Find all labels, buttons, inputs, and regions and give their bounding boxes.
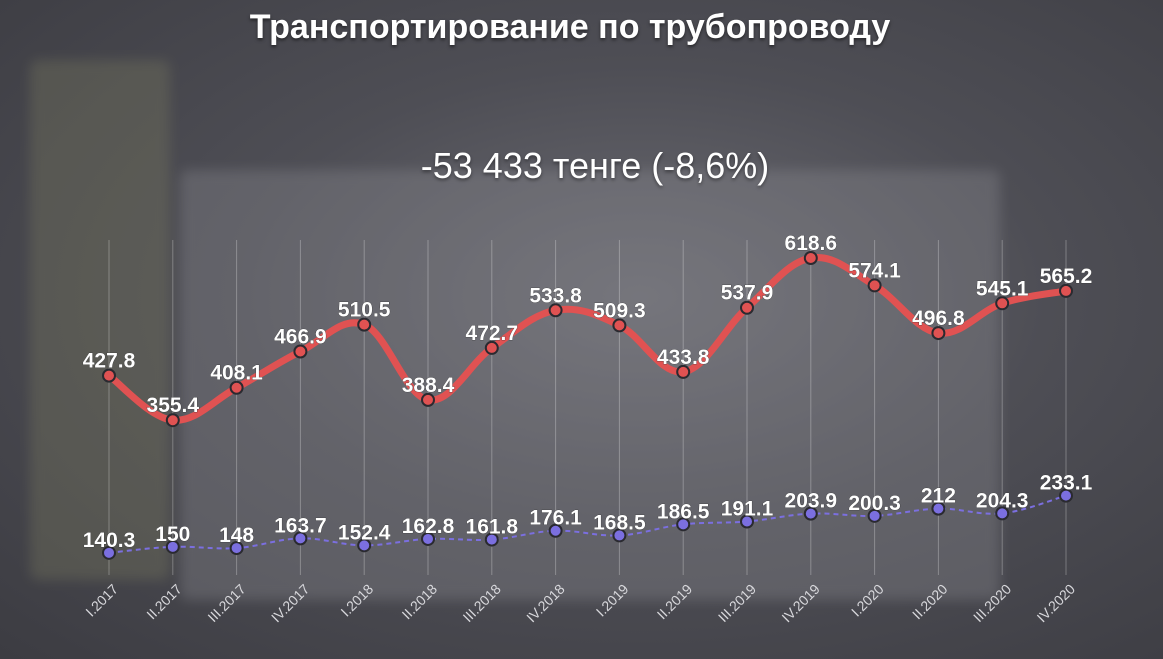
data-point-blue <box>421 531 435 546</box>
x-tick-label: I.2019 <box>593 581 632 620</box>
data-label: 162.8 <box>402 515 455 538</box>
series-line-blue <box>108 494 1067 554</box>
data-point-blue <box>612 528 627 543</box>
data-label: 545.1 <box>976 277 1029 300</box>
data-point-red <box>229 380 244 395</box>
data-point-blue <box>931 501 946 516</box>
x-tick-label: II.2020 <box>909 581 951 623</box>
data-labels: 427.8 355.4 408.1 466.9 510.5 388.4 472.7 533.8… <box>82 232 1093 552</box>
data-label: 618.6 <box>785 232 838 255</box>
data-point-blue <box>165 539 180 554</box>
x-tick-label: II.2018 <box>399 581 441 623</box>
data-label: 466.9 <box>274 326 327 349</box>
data-label: 191.1 <box>721 498 774 521</box>
data-point-red <box>931 326 946 341</box>
background-decoration <box>30 60 170 580</box>
x-axis-labels: I.2017 II.2017 III.2017 IV.2017 I.2018 II.201… <box>82 581 1078 626</box>
x-tick-label: I.2018 <box>337 581 376 620</box>
data-label: 148 <box>219 524 254 547</box>
data-label: 388.4 <box>402 374 455 397</box>
data-point-red <box>676 364 691 379</box>
data-label: 212 <box>921 485 956 508</box>
data-point-blue <box>995 506 1010 521</box>
data-point-red <box>102 368 116 383</box>
chart-subtitle: -53 433 тенге (-8,6%) <box>420 145 770 186</box>
data-label: 186.5 <box>657 500 710 523</box>
data-label: 472.7 <box>466 322 519 345</box>
data-point-red <box>357 317 372 332</box>
data-label: 510.5 <box>338 299 391 322</box>
data-point-red <box>293 344 308 359</box>
data-point-red <box>421 392 435 407</box>
x-tick-label: III.2017 <box>204 581 248 625</box>
data-label: 163.7 <box>274 514 327 537</box>
data-point-blue <box>548 523 563 538</box>
data-label: 574.1 <box>848 259 901 282</box>
x-tick-label: III.2019 <box>715 581 759 625</box>
data-point-blue <box>867 508 882 523</box>
data-label: 427.8 <box>83 350 136 373</box>
data-point-blue <box>484 532 499 547</box>
x-tick-label: III.2020 <box>970 581 1014 625</box>
data-point-red <box>612 318 627 333</box>
data-label: 176.1 <box>529 507 582 530</box>
data-label: 150 <box>155 523 190 546</box>
data-point-blue <box>229 541 244 556</box>
data-label: 433.8 <box>657 346 710 369</box>
x-tick-label: IV.2018 <box>523 581 568 626</box>
x-tick-label: I.2020 <box>848 581 887 620</box>
data-point-red <box>1059 283 1073 298</box>
data-label: 152.4 <box>338 521 391 544</box>
data-label: 233.1 <box>1040 472 1093 495</box>
data-label: 203.9 <box>785 490 838 513</box>
data-label: 533.8 <box>529 284 582 307</box>
data-point-red <box>995 296 1010 311</box>
background-decoration <box>180 170 1000 600</box>
data-label: 200.3 <box>848 492 901 515</box>
series-line-red <box>105 253 1070 424</box>
data-label: 537.9 <box>721 282 774 305</box>
x-tick-label: IV.2019 <box>778 581 823 626</box>
series-group <box>102 251 1073 560</box>
data-point-blue <box>293 531 308 546</box>
data-label: 408.1 <box>210 362 263 385</box>
data-label: 204.3 <box>976 489 1029 512</box>
chart-title: Транспортирование по трубопроводу <box>249 8 891 46</box>
data-point-blue <box>740 514 754 529</box>
data-point-red <box>548 303 563 318</box>
data-point-blue <box>803 506 818 521</box>
data-label: 168.5 <box>593 511 646 534</box>
data-point-blue <box>1059 488 1073 503</box>
data-label: 496.8 <box>912 307 965 330</box>
data-point-red <box>165 413 180 428</box>
data-point-blue <box>102 545 116 560</box>
data-point-red <box>867 278 882 293</box>
data-label: 565.2 <box>1040 265 1093 288</box>
data-label: 140.3 <box>83 529 136 552</box>
data-label: 161.8 <box>466 516 519 539</box>
data-point-red <box>484 340 499 355</box>
data-point-blue <box>676 517 691 532</box>
x-tick-label: II.2019 <box>654 581 696 623</box>
x-tick-label: IV.2020 <box>1034 581 1079 626</box>
x-tick-label: I.2017 <box>82 581 121 620</box>
data-point-blue <box>357 538 372 553</box>
data-label: 355.4 <box>147 394 200 417</box>
data-label: 509.3 <box>593 299 646 322</box>
x-tick-label: II.2017 <box>143 581 185 623</box>
x-tick-label: III.2018 <box>460 581 504 625</box>
data-point-red <box>803 251 818 265</box>
data-point-red <box>740 300 754 315</box>
x-tick-label: IV.2017 <box>268 581 313 626</box>
